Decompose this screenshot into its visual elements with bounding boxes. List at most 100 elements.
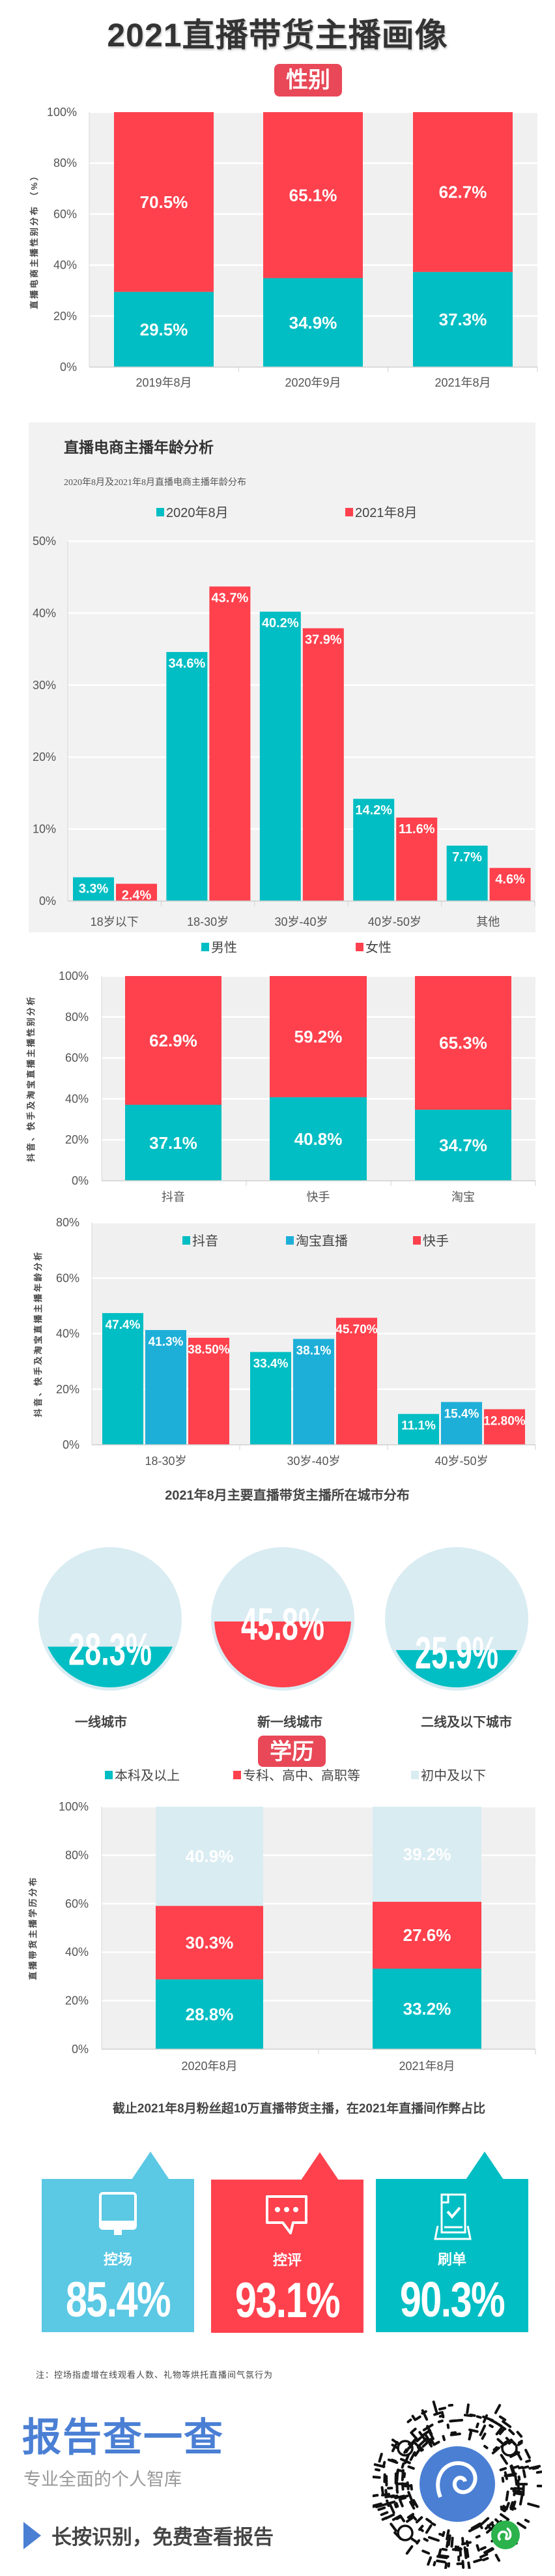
data-label: 15.4% xyxy=(444,1407,479,1421)
qr-module xyxy=(421,2549,431,2555)
qr-module xyxy=(427,2556,433,2566)
qr-module xyxy=(408,2500,416,2510)
qr-module xyxy=(505,2502,510,2511)
qr-module xyxy=(416,2446,422,2451)
qr-module xyxy=(521,2465,530,2470)
y-tick-label: 80% xyxy=(56,1216,79,1229)
qr-module xyxy=(492,2446,498,2451)
data-label: 38.1% xyxy=(296,1344,332,1358)
qr-module xyxy=(446,2529,450,2541)
fraud-label: 控场 xyxy=(103,2251,132,2268)
qr-module xyxy=(415,2516,423,2524)
qr-module xyxy=(442,2435,446,2442)
bar xyxy=(145,1329,186,1445)
y-tick-label: 100% xyxy=(47,106,77,119)
y-tick-label: 0% xyxy=(72,1174,89,1187)
x-tick-label: 2019年8月 xyxy=(135,376,192,389)
y-tick-label: 80% xyxy=(65,1011,89,1024)
data-label: 34.7% xyxy=(439,1136,487,1155)
qr-module xyxy=(476,2544,480,2552)
brand-logo-text: 报告查一查 xyxy=(22,2416,224,2459)
qr-module xyxy=(426,2425,433,2436)
qr-module xyxy=(387,2458,399,2465)
bar-segment xyxy=(373,1901,481,1969)
chart-subtitle: 2020年8月及2021年8月直播电商主播年龄分布 xyxy=(64,477,246,488)
data-label: 4.6% xyxy=(495,872,525,887)
data-label: 28.8% xyxy=(186,2004,234,2024)
qr-module xyxy=(428,2442,433,2448)
y-tick-label: 10% xyxy=(33,823,56,836)
gauge-label: 一线城市 xyxy=(75,1714,127,1730)
qr-module xyxy=(450,2536,454,2548)
qr-module xyxy=(380,2486,385,2496)
qr-module xyxy=(405,2545,414,2555)
qr-module xyxy=(373,2494,379,2498)
qr-module xyxy=(508,2429,515,2436)
qr-module xyxy=(410,2483,413,2491)
data-label: 33.2% xyxy=(403,1999,451,2019)
qr-module xyxy=(517,2480,520,2493)
legend-label: 初中及以下 xyxy=(421,1768,486,1783)
mini-program-glyph xyxy=(497,2527,512,2541)
qr-code[interactable] xyxy=(373,2399,542,2569)
qr-module xyxy=(518,2466,524,2470)
y-tick-label: 20% xyxy=(65,1994,89,2007)
fraud-label: 控评 xyxy=(272,2252,302,2268)
qr-module xyxy=(500,2513,510,2521)
mini-program-icon xyxy=(491,2521,520,2549)
qr-module xyxy=(407,2491,414,2504)
x-tick-label: 40岁-50岁 xyxy=(434,1455,488,1468)
qr-module xyxy=(436,2559,446,2564)
bar xyxy=(102,1312,143,1445)
y-tick-label: 20% xyxy=(65,1133,89,1146)
qr-module xyxy=(524,2519,530,2523)
x-tick-label: 抖音 xyxy=(162,1191,185,1204)
data-label: 34.6% xyxy=(169,657,206,671)
qr-module xyxy=(509,2501,514,2509)
y-tick-label: 30% xyxy=(33,679,56,692)
qr-module xyxy=(395,2502,399,2508)
charts-canvas: 0% 20% 40% 60% 80% 100% 29.5% 70.5% 2019年8月 34.9%… xyxy=(26,106,538,2116)
qr-module xyxy=(421,2438,432,2448)
bar-segment xyxy=(413,112,513,273)
legend-swatch xyxy=(182,1236,190,1245)
fraud-card-control-room: 控场 85.4% xyxy=(42,2152,194,2332)
qr-module xyxy=(485,2521,494,2530)
bar-segment xyxy=(156,1807,263,1906)
qr-module xyxy=(438,2406,447,2411)
gauge-value: 28.3% xyxy=(68,1624,152,1675)
qr-module xyxy=(373,2502,382,2508)
y-tick-label: 20% xyxy=(33,750,56,763)
qr-module xyxy=(429,2438,436,2446)
data-label: 62.7% xyxy=(439,183,487,202)
data-label: 62.9% xyxy=(149,1031,197,1050)
bar xyxy=(396,817,438,901)
qr-module xyxy=(495,2425,504,2436)
bar-segment xyxy=(270,1097,367,1181)
qr-module xyxy=(465,2539,470,2547)
spiral-icon xyxy=(436,2461,477,2498)
qr-module xyxy=(432,2400,438,2413)
x-tick-label: 淘宝 xyxy=(451,1191,475,1204)
bar xyxy=(188,1337,229,1445)
bar-segment xyxy=(156,1979,263,2049)
gauge-label: 二线及以下城市 xyxy=(421,1714,512,1730)
y-tick-label: 0% xyxy=(72,2043,89,2056)
data-label: 11.1% xyxy=(401,1419,436,1433)
qr-module xyxy=(378,2453,383,2463)
qr-module xyxy=(467,2561,471,2569)
data-label: 38.50% xyxy=(188,1343,230,1357)
fraud-value: 85.4% xyxy=(65,2272,171,2328)
chart-title: 直播电商主播年龄分析 xyxy=(64,439,214,456)
legend-label: 女性 xyxy=(365,940,391,955)
qr-module xyxy=(409,2451,416,2461)
data-label: 2.4% xyxy=(122,889,152,903)
qr-module xyxy=(475,2534,481,2539)
qr-module xyxy=(492,2420,503,2427)
qr-module xyxy=(438,2532,444,2536)
qr-module xyxy=(505,2490,509,2502)
chat-bubble-icon xyxy=(211,2193,363,2238)
qr-module xyxy=(485,2526,494,2534)
qr-module xyxy=(468,2428,479,2433)
y-tick-label: 40% xyxy=(56,1327,79,1340)
